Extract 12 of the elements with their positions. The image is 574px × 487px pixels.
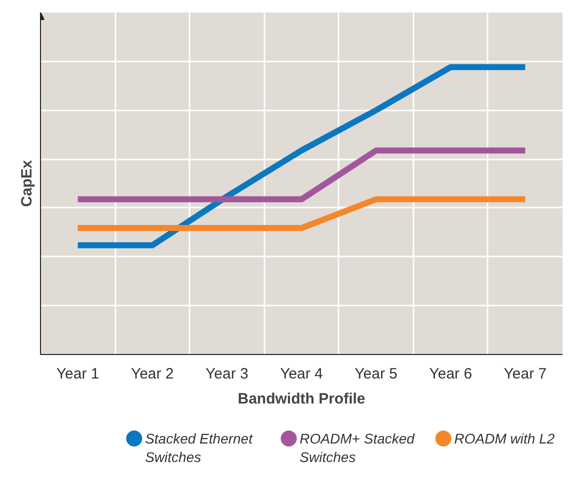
legend-label: ROADM with L2 [454,430,555,446]
x-tick-label: Year 7 [504,366,547,382]
x-tick-label: Year 2 [130,366,174,382]
legend-label: Stacked Ethernet Switches [145,430,254,465]
y-axis-title: CapEx [18,160,36,207]
x-tick-label: Year 5 [354,366,398,382]
x-tick-label: Year 1 [56,366,100,382]
x-tick-label: Year 4 [280,366,323,382]
x-tick-label: Year 3 [206,366,248,382]
x-tick-label: Year 6 [429,366,472,382]
x-axis-title: Bandwidth Profile [238,390,366,408]
legend-label: ROADM+ Stacked Switches [300,430,416,465]
